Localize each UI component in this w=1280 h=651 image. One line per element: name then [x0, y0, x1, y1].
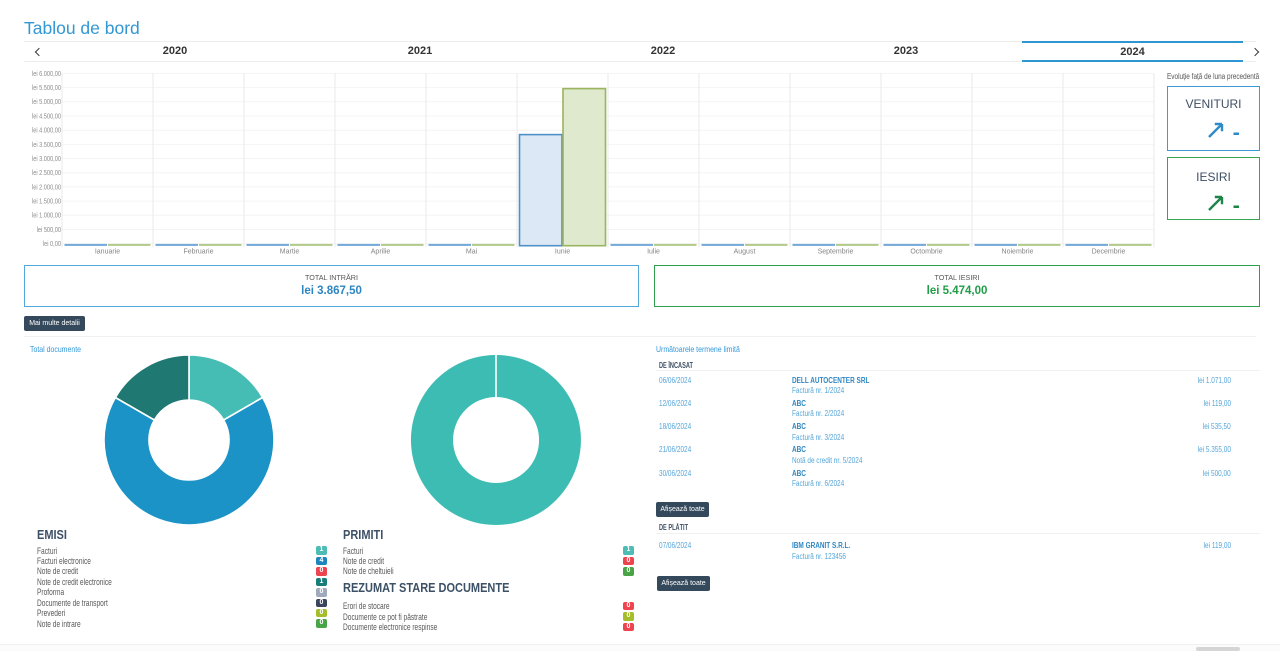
svg-text:Februarie: Februarie [184, 249, 214, 256]
svg-text:Aprilie: Aprilie [371, 249, 391, 256]
svg-text:Mai: Mai [466, 249, 478, 256]
svg-text:Iulie: Iulie [647, 249, 660, 256]
svg-text:lei 500,00: lei 500,00 [37, 226, 62, 234]
svg-text:lei 3.000,00: lei 3.000,00 [32, 155, 61, 163]
svg-text:lei 0,00: lei 0,00 [43, 240, 61, 248]
svg-text:lei 4.500,00: lei 4.500,00 [32, 113, 61, 121]
svg-text:lei 6.000,00: lei 6.000,00 [32, 70, 61, 78]
svg-text:Noiembrie: Noiembrie [1002, 249, 1034, 256]
svg-text:Iunie: Iunie [555, 249, 570, 256]
svg-text:Martie: Martie [280, 249, 300, 256]
svg-text:lei 2.000,00: lei 2.000,00 [32, 184, 61, 192]
svg-text:August: August [734, 249, 756, 256]
svg-text:Decembrie: Decembrie [1092, 249, 1126, 256]
svg-text:lei 5.000,00: lei 5.000,00 [32, 99, 61, 107]
svg-text:lei 1.000,00: lei 1.000,00 [32, 212, 61, 220]
svg-text:Octombrie: Octombrie [910, 249, 942, 256]
svg-text:Ianuarie: Ianuarie [95, 249, 120, 256]
svg-text:lei 5.500,00: lei 5.500,00 [32, 84, 61, 92]
svg-text:Septembrie: Septembrie [818, 249, 854, 256]
svg-text:lei 3.500,00: lei 3.500,00 [32, 141, 61, 149]
svg-text:lei 1.500,00: lei 1.500,00 [32, 198, 61, 206]
svg-text:lei 2.500,00: lei 2.500,00 [32, 169, 61, 177]
svg-text:lei 4.000,00: lei 4.000,00 [32, 127, 61, 135]
